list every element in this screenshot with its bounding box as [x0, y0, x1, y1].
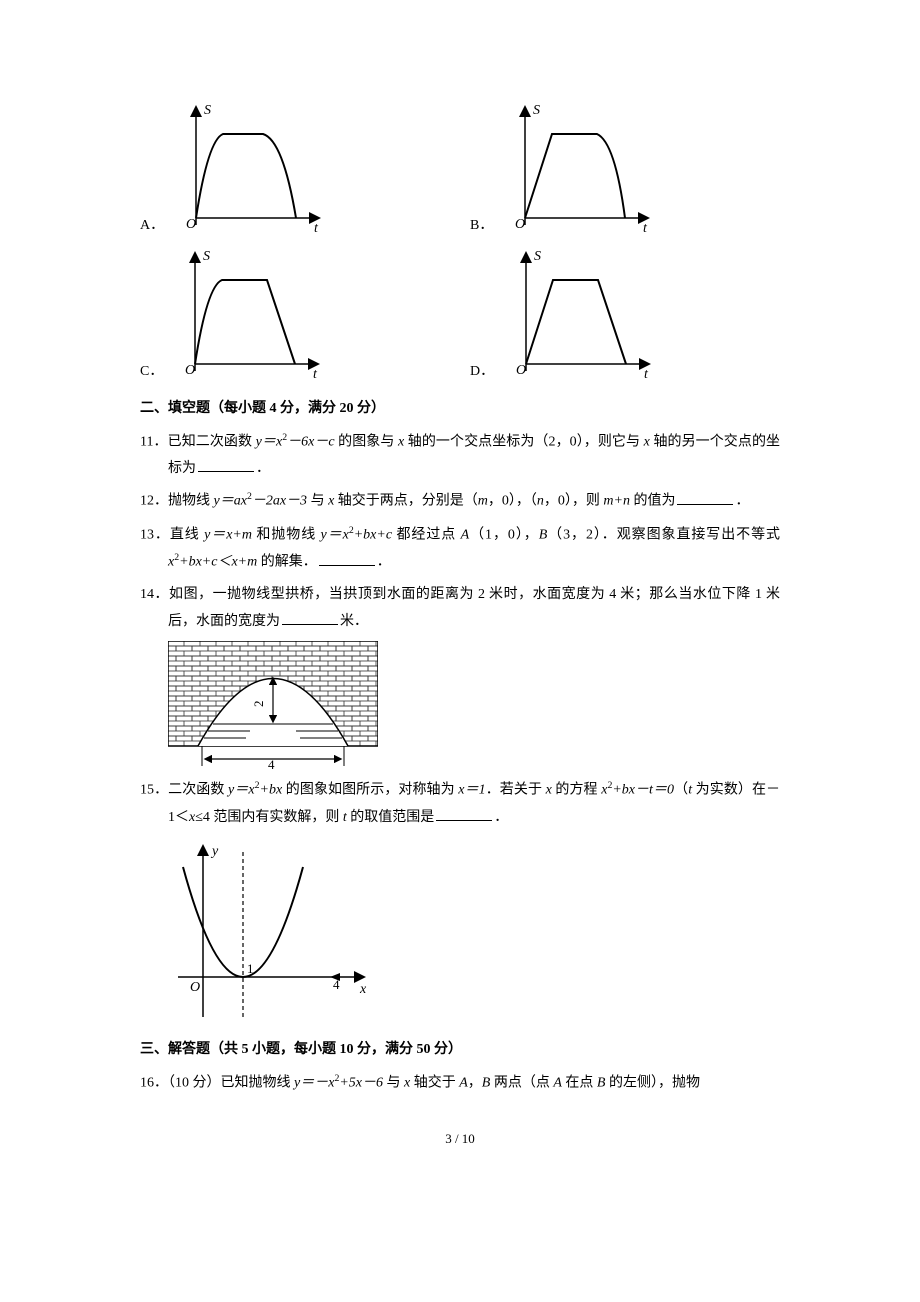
q10-option-D: D． S O t: [470, 246, 658, 386]
svg-text:O: O: [186, 217, 196, 232]
blank: [319, 550, 375, 565]
question-14: 14．如图，一抛物线型拱桥，当拱顶到水面的距离为 2 米时，水面宽度为 4 米；…: [140, 582, 780, 635]
question-13: 13．直线 y＝x+m 和抛物线 y＝x2+bx+c 都经过点 A（1，0），B…: [140, 522, 780, 577]
section-2-heading: 二、填空题（每小题 4 分，满分 20 分）: [140, 396, 780, 423]
q-num: 14．: [140, 587, 169, 602]
q10-options-row1: A． S O t B． S O t: [140, 100, 780, 240]
q10-options-row2: C． S O t D． S O t: [140, 246, 780, 386]
svg-text:O: O: [185, 363, 195, 378]
svg-text:1: 1: [247, 961, 254, 976]
blank: [198, 456, 254, 471]
blank: [436, 805, 492, 820]
q-num: 15．: [140, 783, 168, 798]
svg-text:S: S: [203, 249, 210, 264]
svg-text:O: O: [190, 980, 200, 995]
svg-text:y: y: [210, 844, 219, 859]
q-num: 16．: [140, 1075, 168, 1090]
svg-text:x: x: [359, 982, 367, 997]
option-label: B．: [470, 213, 493, 240]
option-label: D．: [470, 359, 494, 386]
question-16: 16．（10 分）已知抛物线 y＝－x2+5x－6 与 x 轴交于 A，B 两点…: [140, 1070, 780, 1097]
question-11: 11．已知二次函数 y＝x2－6x－c 的图象与 x 轴的一个交点坐标为（2，0…: [140, 429, 780, 483]
q14-figure: 2 4: [168, 641, 780, 771]
q15-figure: y O x 1 4: [168, 837, 780, 1027]
q10-option-C: C． S O t: [140, 246, 470, 386]
svg-text:S: S: [534, 249, 541, 264]
svg-text:4: 4: [268, 757, 275, 771]
svg-text:S: S: [204, 103, 211, 118]
svg-text:t: t: [644, 367, 649, 382]
q10-option-B: B． S O t: [470, 100, 657, 240]
svg-text:S: S: [533, 103, 540, 118]
blank: [282, 609, 338, 624]
graph-B: S O t: [497, 100, 657, 240]
svg-text:O: O: [515, 217, 525, 232]
q-num: 11．: [140, 434, 168, 449]
q-num: 13．: [140, 527, 170, 542]
q-num: 12．: [140, 494, 168, 509]
question-12: 12．抛物线 y＝ax2－2ax－3 与 x 轴交于两点，分别是（m，0），（n…: [140, 488, 780, 515]
svg-text:O: O: [516, 363, 526, 378]
graph-C: S O t: [167, 246, 327, 386]
svg-text:t: t: [314, 221, 319, 236]
option-label: A．: [140, 213, 164, 240]
q10-option-A: A． S O t: [140, 100, 470, 240]
question-15: 15．二次函数 y＝x2+bx 的图象如图所示，对称轴为 x＝1．若关于 x 的…: [140, 777, 780, 831]
svg-text:t: t: [643, 221, 648, 236]
graph-D: S O t: [498, 246, 658, 386]
svg-text:t: t: [313, 367, 318, 382]
graph-A: S O t: [168, 100, 328, 240]
blank: [677, 490, 733, 505]
section-3-heading: 三、解答题（共 5 小题，每小题 10 分，满分 50 分）: [140, 1037, 780, 1064]
page-number: 3 / 10: [140, 1127, 780, 1152]
svg-text:2: 2: [251, 701, 266, 708]
option-label: C．: [140, 359, 163, 386]
